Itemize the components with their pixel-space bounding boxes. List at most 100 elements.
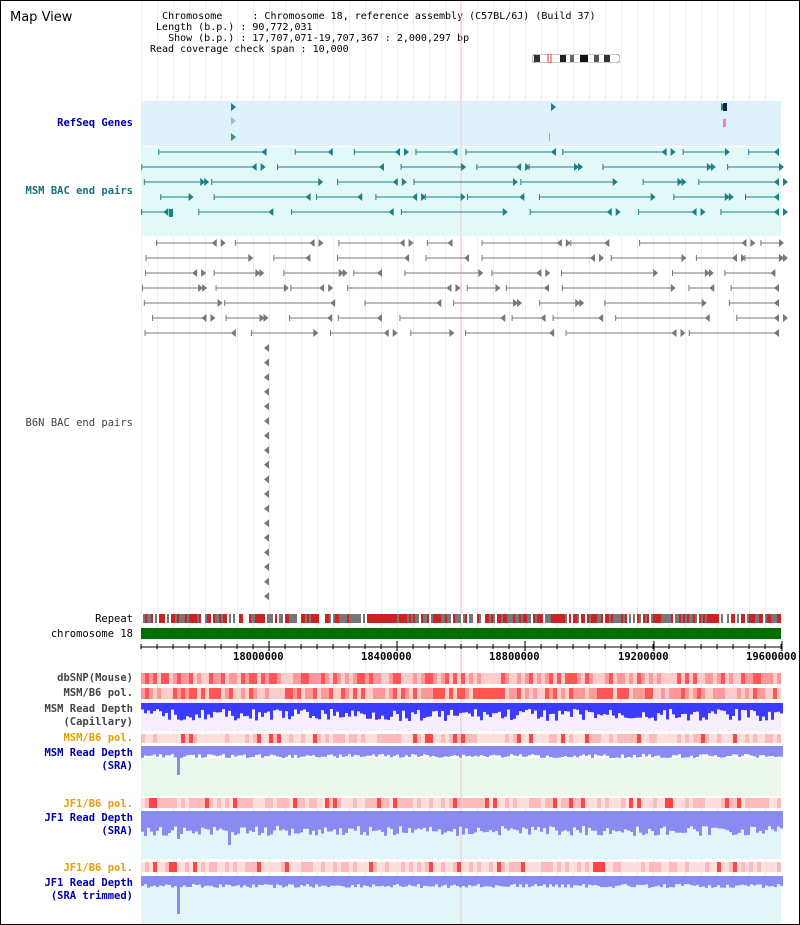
polymorphism-cell	[209, 688, 213, 699]
read-depth-bar	[489, 876, 492, 887]
polymorphism-cell	[345, 673, 349, 684]
polymorphism-cell	[489, 734, 493, 743]
read-depth-bar	[663, 811, 666, 827]
polymorphism-cell	[237, 734, 241, 743]
repeat-block	[587, 614, 589, 623]
polymorphism-cell	[721, 798, 725, 808]
chromosome-ideogram[interactable]	[532, 54, 620, 63]
polymorphism-cell	[505, 734, 509, 743]
read-depth-bar	[438, 746, 441, 758]
read-depth-bar	[171, 703, 174, 710]
feature-arrow-icon	[264, 519, 269, 528]
repeat-block	[697, 614, 699, 623]
read-depth-bar	[162, 703, 165, 717]
polymorphism-cell	[477, 673, 481, 684]
feature-arrow-icon	[201, 269, 207, 277]
polymorphism-cell	[705, 688, 709, 699]
repeat-block	[247, 614, 249, 623]
polymorphism-cell	[409, 862, 413, 872]
polymorphism-cell	[345, 862, 349, 872]
polymorphism-cell	[473, 798, 477, 808]
polymorphism-cell	[393, 798, 397, 808]
read-depth-bar	[591, 746, 594, 758]
repeat-block	[427, 614, 429, 623]
polymorphism-cell	[513, 798, 517, 808]
repeat-block	[463, 614, 465, 623]
polymorphism-cell	[653, 862, 657, 872]
repeat-block	[611, 614, 613, 623]
read-depth-bar	[606, 703, 609, 715]
repeat-block	[433, 614, 435, 623]
polymorphism-cell	[741, 688, 745, 699]
polymorphism-cell	[649, 798, 653, 808]
read-depth-bar	[153, 746, 156, 755]
repeat-block	[711, 614, 713, 623]
read-depth-bar	[507, 811, 510, 831]
polymorphism-cell	[265, 862, 269, 872]
read-depth-bar	[531, 746, 534, 755]
read-depth-bar	[393, 746, 396, 756]
polymorphism-cell	[417, 798, 421, 808]
polymorphism-cell	[581, 688, 585, 699]
repeat-block	[387, 614, 389, 623]
polymorphism-cell	[745, 862, 749, 872]
read-depth-bar	[426, 703, 429, 717]
read-depth-bar	[306, 811, 309, 829]
read-depth-bar	[627, 876, 630, 886]
feature-arrow-icon	[231, 117, 236, 125]
read-depth-bar	[678, 703, 681, 718]
read-depth-bar	[618, 746, 621, 758]
repeat-block	[241, 614, 243, 623]
polymorphism-cell	[197, 688, 201, 699]
read-depth-bar	[414, 703, 417, 715]
polymorphism-cell	[621, 673, 625, 684]
read-depth-bar	[141, 703, 144, 710]
polymorphism-cell	[349, 734, 353, 743]
read-depth-bar	[288, 703, 291, 720]
feature-arrow-icon	[513, 299, 519, 307]
polymorphism-cell	[769, 798, 773, 808]
repeat-block	[147, 614, 149, 623]
repeat-block	[693, 614, 695, 623]
repeat-block	[349, 614, 351, 623]
repeat-block	[467, 614, 469, 623]
polymorphism-cell	[741, 798, 745, 808]
polymorphism-cell	[469, 798, 473, 808]
read-depth-bar	[270, 703, 273, 720]
read-depth-bar	[357, 703, 360, 712]
read-depth-bar	[774, 876, 777, 887]
polymorphism-cell	[773, 673, 777, 684]
read-depth-bar	[297, 703, 300, 714]
read-depth-bar	[402, 746, 405, 758]
read-depth-bar	[279, 703, 282, 711]
repeat-block	[619, 614, 621, 623]
polymorphism-cell	[409, 734, 413, 743]
read-depth-bar	[549, 746, 552, 758]
repeat-block	[245, 614, 247, 623]
polymorphism-cell	[609, 688, 613, 699]
read-depth-bar	[513, 811, 516, 830]
polymorphism-cell	[469, 862, 473, 872]
repeat-block	[337, 614, 339, 623]
repeat-block	[755, 614, 757, 623]
feature-arrow-icon	[217, 299, 223, 307]
polymorphism-cell	[389, 734, 393, 743]
polymorphism-cell	[397, 688, 401, 699]
repeat-block	[377, 614, 379, 623]
read-depth-bar	[345, 811, 348, 833]
polymorphism-cell	[237, 798, 241, 808]
repeat-block	[291, 614, 293, 623]
read-depth-bar	[666, 746, 669, 758]
read-depth-bar	[297, 876, 300, 888]
repeat-block	[709, 614, 711, 623]
read-depth-bar	[375, 811, 378, 831]
polymorphism-cell	[585, 673, 589, 684]
read-depth-bar	[567, 746, 570, 758]
read-depth-bar	[336, 746, 339, 758]
read-depth-bar	[558, 811, 561, 835]
repeat-block	[405, 614, 407, 623]
read-depth-bar	[216, 876, 219, 888]
polymorphism-cell	[245, 673, 249, 684]
read-depth-bar	[519, 811, 522, 834]
